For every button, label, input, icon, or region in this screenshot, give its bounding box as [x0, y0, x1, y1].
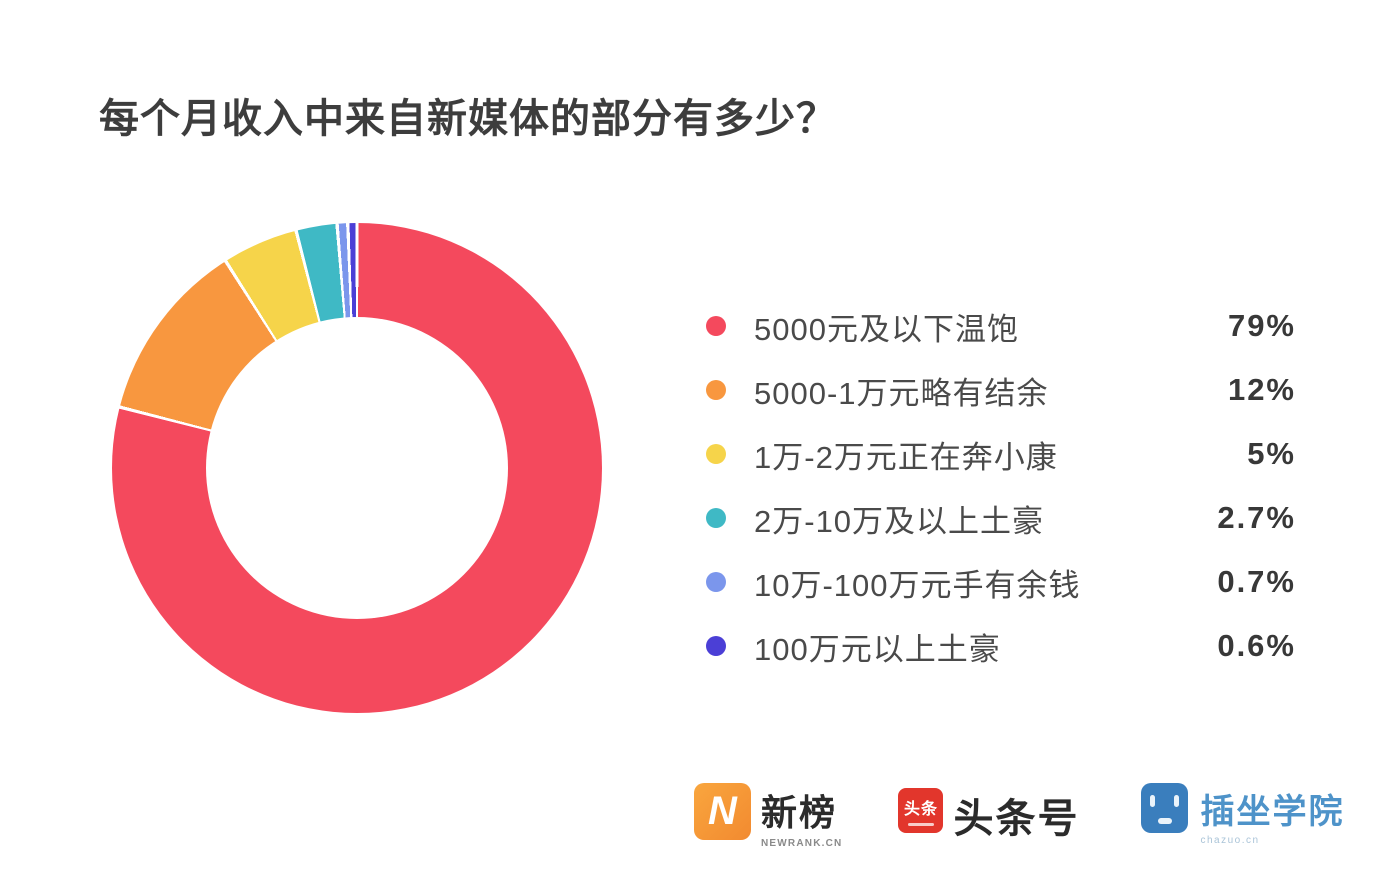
- legend-item: 5000元及以下温饱 79%: [706, 294, 1296, 358]
- legend-label: 5000元及以下温饱: [754, 311, 1019, 347]
- chazuo-icon: [1141, 783, 1189, 833]
- legend-value: 0.6%: [1217, 628, 1296, 663]
- legend-item: 100万元以上土豪 0.6%: [706, 614, 1296, 678]
- chazuo-eye-right-icon: [1174, 795, 1180, 807]
- legend-dot-icon: [706, 508, 726, 528]
- legend-label: 2万-10万及以上土豪: [754, 503, 1045, 539]
- legend-item: 1万-2万元正在奔小康 5%: [706, 422, 1296, 486]
- toutiao-icon: 头条: [898, 788, 944, 833]
- legend-value: 5%: [1247, 436, 1296, 471]
- chazuo-eye-left-icon: [1150, 795, 1156, 807]
- donut-chart: [112, 223, 602, 713]
- donut-hole: [206, 317, 508, 619]
- legend-value: 79%: [1227, 308, 1296, 343]
- legend-value: 2.7%: [1217, 500, 1296, 535]
- legend-dot-icon: [706, 316, 726, 336]
- legend-dot-icon: [706, 444, 726, 464]
- legend-dot-icon: [706, 636, 726, 656]
- newrank-domain: NEWRANK.CN: [761, 838, 843, 849]
- chazuo-mouth-icon: [1157, 818, 1172, 824]
- legend-label: 10万-100万元手有余钱: [754, 567, 1081, 603]
- chazuo-logo: 插坐学院 chazuo.cn: [1141, 780, 1344, 846]
- chazuo-domain: chazuo.cn: [1200, 835, 1260, 846]
- toutiao-logo: 头条 头条号: [898, 780, 1079, 844]
- legend-label: 1万-2万元正在奔小康: [754, 439, 1058, 475]
- newrank-name: 新榜: [761, 792, 838, 833]
- chart-title: 每个月收入中来自新媒体的部分有多少？: [99, 97, 837, 141]
- legend-dot-icon: [706, 380, 726, 400]
- legend-label: 100万元以上土豪: [754, 631, 1001, 667]
- legend-dot-icon: [706, 572, 726, 592]
- toutiao-icon-text: 头条: [903, 801, 938, 818]
- toutiao-icon-strip: [907, 823, 934, 826]
- chart-legend: 5000元及以下温饱 79% 5000-1万元略有结余 12% 1万-2万元正在奔小康 5…: [706, 294, 1296, 678]
- legend-label: 5000-1万元略有结余: [754, 375, 1049, 411]
- legend-item: 10万-100万元手有余钱 0.7%: [706, 550, 1296, 614]
- newrank-logo: N 新榜 NEWRANK.CN: [694, 780, 842, 849]
- legend-value: 0.7%: [1217, 564, 1296, 599]
- chazuo-name: 插坐学院: [1200, 793, 1345, 831]
- legend-value: 12%: [1227, 372, 1296, 407]
- toutiao-name: 头条号: [953, 797, 1080, 841]
- legend-item: 2万-10万及以上土豪 2.7%: [706, 486, 1296, 550]
- newrank-icon: N: [694, 783, 751, 840]
- footer-logos: N 新榜 NEWRANK.CN 头条 头条号 插坐学院 chazuo.cn: [694, 780, 1344, 850]
- legend-item: 5000-1万元略有结余 12%: [706, 358, 1296, 422]
